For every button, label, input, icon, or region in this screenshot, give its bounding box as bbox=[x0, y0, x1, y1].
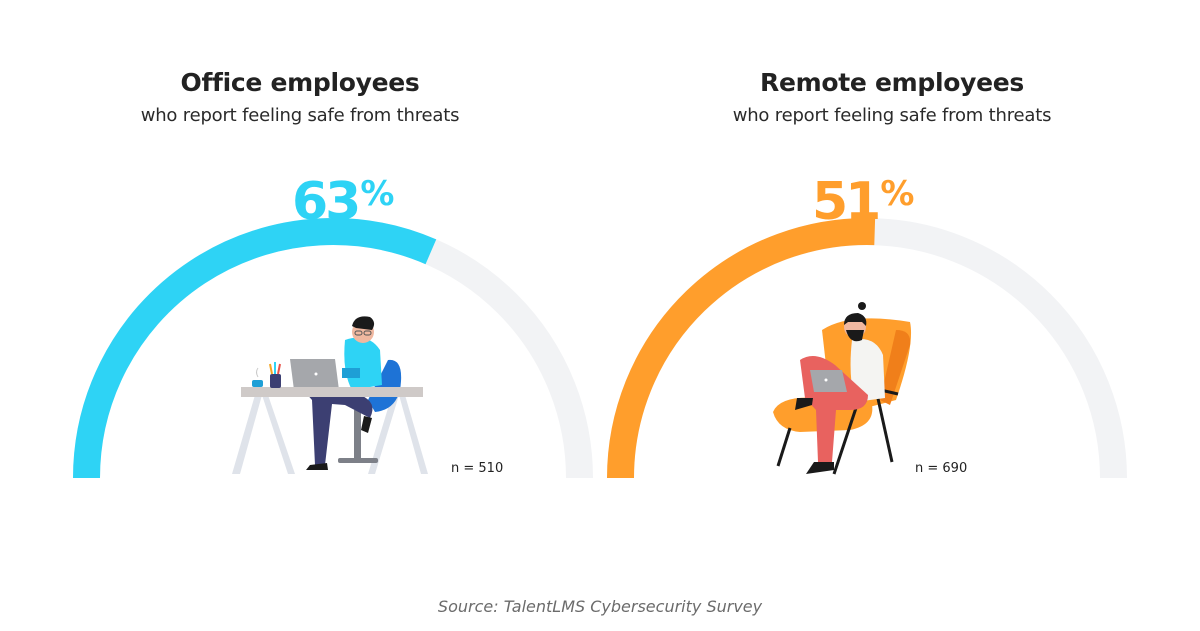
office-gauge bbox=[73, 218, 593, 479]
office-sample-size: n = 510 bbox=[451, 461, 504, 476]
source-caption: Source: TalentLMS Cybersecurity Survey bbox=[437, 597, 763, 616]
office-title: Office employees bbox=[180, 68, 420, 97]
office-percent-sign: % bbox=[360, 174, 395, 214]
office-gauge-value-arc bbox=[73, 218, 437, 479]
office-panel: Office employees who report feeling safe… bbox=[73, 68, 593, 479]
remote-gauge bbox=[607, 218, 1127, 479]
office-gauge-track bbox=[73, 218, 593, 479]
remote-percent: 51% bbox=[812, 176, 914, 228]
remote-panel: Remote employees who report feeling safe… bbox=[600, 0, 1200, 631]
remote-subtitle: who report feeling safe from threats bbox=[732, 105, 1052, 126]
remote-illustration-icon bbox=[773, 302, 912, 475]
office-percent: 63% bbox=[292, 176, 394, 228]
remote-gauge-value-arc bbox=[607, 218, 876, 479]
remote-percent-value: 51 bbox=[812, 172, 881, 232]
office-percent-value: 63 bbox=[292, 172, 361, 232]
remote-title: Remote employees bbox=[760, 68, 1024, 97]
remote-sample-size: n = 690 bbox=[915, 461, 968, 476]
remote-percent-sign: % bbox=[880, 174, 915, 214]
office-illustration-icon bbox=[232, 316, 428, 474]
office-subtitle: who report feeling safe from threats bbox=[140, 105, 460, 126]
